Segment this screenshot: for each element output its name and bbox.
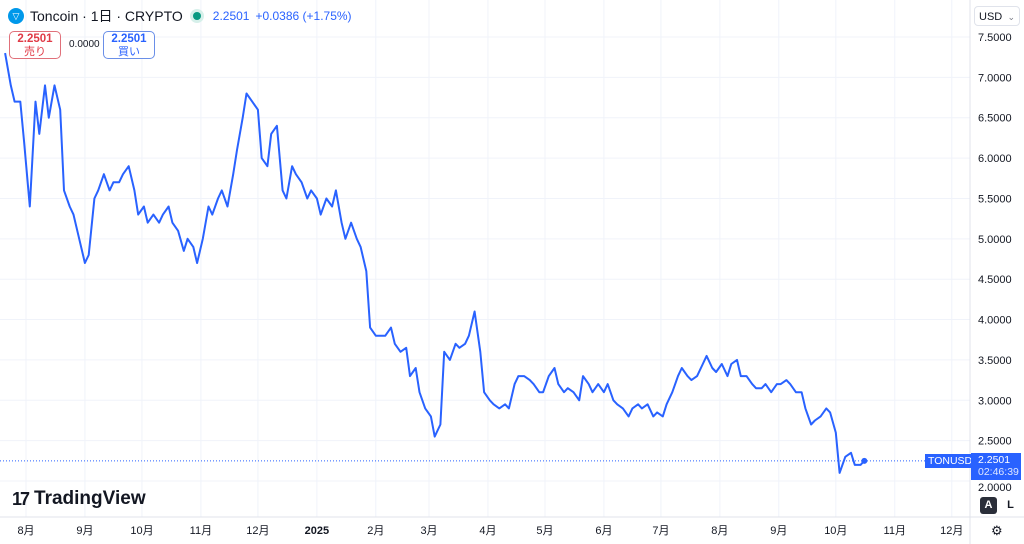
time-tick-label: 8月	[17, 525, 34, 537]
time-tick-label: 11月	[190, 525, 212, 537]
bar-countdown: 02:46:39	[978, 465, 1019, 478]
price-series-line	[4, 52, 866, 474]
buy-button[interactable]: 2.2501 買い	[103, 31, 155, 59]
settings-icon[interactable]: ⚙	[991, 523, 1003, 538]
currency-label: USD	[979, 11, 1003, 23]
price-tick-label: 7.0000	[978, 72, 1012, 84]
time-tick-label: 9月	[770, 525, 787, 537]
sell-label: 売り	[24, 46, 46, 58]
tradingview-wordmark: TradingView	[34, 488, 146, 509]
price-tick-label: 5.5000	[978, 193, 1012, 205]
sell-price: 2.2501	[17, 33, 53, 45]
chevron-down-icon: ⌄	[1007, 12, 1015, 22]
time-tick-label: 4月	[479, 525, 496, 537]
toncoin-logo-icon: ▽	[8, 8, 24, 24]
tradingview-logo[interactable]: 17 TradingView	[12, 488, 146, 510]
last-price-dot	[861, 457, 868, 464]
price-tick-label: 7.5000	[978, 32, 1012, 44]
last-price-tag: 2.2501 02:46:39	[971, 452, 1021, 480]
price-tick-label: 5.0000	[978, 234, 1012, 246]
price-tick-label: 6.5000	[978, 113, 1012, 125]
time-tick-label: 10月	[130, 525, 153, 537]
time-tick-label: 10月	[824, 525, 847, 537]
time-tick-label: 5月	[536, 525, 553, 537]
price-tick-label: 6.0000	[978, 153, 1012, 165]
time-tick-label: 11月	[884, 525, 906, 537]
currency-select[interactable]: USD ⌄	[974, 6, 1020, 26]
price-tick-label: 4.5000	[978, 274, 1012, 286]
time-axis[interactable]: 8月 9月 10月 11月 12月 2025 2月 3月 4月 5月 6月 7月 8月 9月 10月 11月 1…	[17, 525, 963, 537]
price-axis[interactable]: 7.5000 7.0000 6.5000 6.0000 5.5000 5.0000 4.50…	[978, 32, 1012, 494]
market-status-icon[interactable]	[192, 12, 201, 20]
time-tick-label: 9月	[76, 525, 93, 537]
price-tick-label: 2.5000	[978, 436, 1012, 448]
buy-label: 買い	[118, 46, 140, 58]
buy-price: 2.2501	[111, 33, 147, 45]
grid	[0, 0, 970, 517]
price-tick-label: 2.0000	[978, 482, 1012, 494]
sell-button[interactable]: 2.2501 売り	[9, 31, 61, 59]
time-tick-label: 6月	[595, 525, 612, 537]
last-price: 2.2501	[212, 9, 250, 23]
time-tick-label: 7月	[652, 525, 669, 537]
spread-value: 0.0000	[69, 39, 100, 50]
time-tick-label: 2025	[305, 525, 329, 537]
symbol-header: ▽ Toncoin · 1日 · CRYPTO 2.2501 +0.0386 (…	[8, 6, 352, 26]
time-tick-label: 12月	[940, 525, 963, 537]
auto-scale-button[interactable]: A	[980, 497, 997, 514]
time-tick-label: 12月	[246, 525, 269, 537]
price-tick-label: 3.5000	[978, 355, 1012, 367]
time-tick-label: 8月	[711, 525, 728, 537]
symbol-title[interactable]: Toncoin · 1日 · CRYPTO	[30, 8, 183, 24]
last-price-tag-value: 2.2501	[978, 453, 1011, 466]
log-scale-button[interactable]: L	[1007, 499, 1014, 511]
tradingview-mark-icon: 17	[12, 488, 30, 509]
price-tick-label: 4.0000	[978, 315, 1012, 327]
time-tick-label: 2月	[367, 525, 384, 537]
price-tick-label: 3.0000	[978, 395, 1012, 407]
price-change: +0.0386 (+1.75%)	[255, 9, 352, 23]
time-tick-label: 3月	[420, 525, 437, 537]
symbol-price-tag: TONUSD	[925, 453, 976, 468]
